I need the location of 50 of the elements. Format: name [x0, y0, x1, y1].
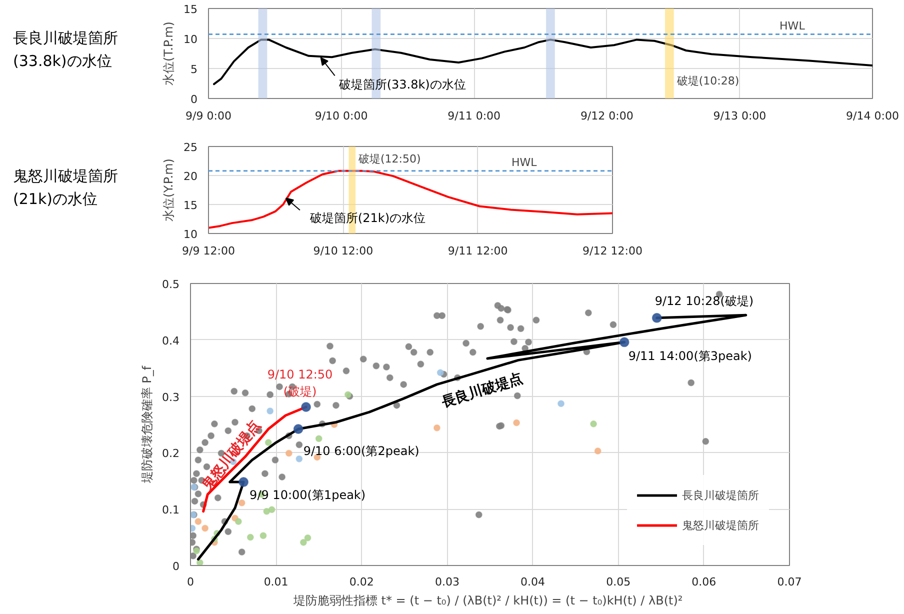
- x-tick-label: 9/12 12:00: [582, 244, 642, 258]
- ref-line-label: HWL: [512, 156, 538, 169]
- annotation: 9/12 10:28(破堤): [654, 294, 754, 308]
- x-tick-label: 9/10 0:00: [314, 110, 368, 122]
- y-tick-label: 20: [184, 170, 198, 183]
- annotation: 9/11 14:00(第3peak): [628, 349, 752, 364]
- x-tick-label: 0.07: [777, 576, 802, 588]
- x-tick-label: 0.06: [692, 576, 716, 588]
- band-label: 破堤(10:28): [676, 74, 740, 88]
- y-axis-title: 堤防破壊危険確率 P_f: [140, 365, 154, 484]
- text: 長良川破堤箇所 (33.8k)の水位: [12, 28, 118, 72]
- legend-label: 鬼怒川破堤箇所: [682, 518, 759, 532]
- x-tick-label: 9/14 0:00: [846, 110, 899, 122]
- y-axis-title: 水位(T.P.m): [162, 22, 176, 86]
- y-tick-label: 0.5: [162, 278, 180, 291]
- x-tick-label: 9/13 0:00: [713, 110, 766, 122]
- x-tick-label: 0.04: [520, 576, 546, 588]
- y-tick-label: 0.3: [162, 390, 180, 404]
- x-tick-label: 9/11 12:00: [448, 244, 508, 258]
- y-tick-label: 10: [184, 33, 198, 46]
- annotation: 9/10 12:50 (破堤): [267, 368, 333, 398]
- x-tick-label: 9/9 0:00: [186, 110, 232, 122]
- x-tick-label: 9/10 12:00: [313, 244, 374, 258]
- y-tick-label: 25: [184, 141, 198, 154]
- x-tick-label: 0.05: [606, 576, 631, 588]
- x-tick-label: 9/9 12:00: [182, 244, 235, 258]
- annotation: 破堤箇所(33.8k)の水位: [338, 78, 466, 92]
- x-tick-label: 9/12 0:00: [580, 110, 634, 122]
- band-label: 破堤(12:50): [358, 152, 421, 166]
- y-tick-label: 0: [190, 93, 198, 106]
- annotation: 長良川破堤点: [438, 370, 525, 412]
- y-tick-label: 0.4: [162, 334, 180, 348]
- y-tick-label: 5: [190, 63, 198, 76]
- text: 鬼怒川破堤箇所 (21k)の水位: [12, 166, 118, 210]
- y-tick-label: 0.2: [162, 447, 180, 460]
- y-tick-label: 15: [184, 3, 198, 16]
- annotation: 破堤箇所(21k)の水位: [308, 211, 426, 226]
- annotation: 9/10 6:00(第2peak): [303, 444, 420, 458]
- ref-line-label: HWL: [780, 19, 806, 32]
- x-axis-title: 堤防脆弱性指標 t* = (t − t₀) / (λB(t)² / kH(t)) = (t − t₀)kH(t) / λB(t)²: [292, 594, 683, 608]
- y-axis-title: 水位(Y.P.m): [162, 158, 176, 222]
- y-tick-label: 15: [184, 199, 198, 212]
- x-tick-label: 0.01: [264, 576, 288, 588]
- y-tick-label: 10: [184, 228, 198, 241]
- legend-label: 長良川破堤箇所: [682, 488, 759, 502]
- x-tick-label: 0.02: [349, 576, 374, 588]
- y-tick-label: 0: [172, 560, 180, 573]
- y-tick-label: 0.1: [162, 504, 180, 517]
- x-tick-label: 0.03: [434, 576, 460, 588]
- x-tick-label: 9/11 0:00: [448, 110, 501, 122]
